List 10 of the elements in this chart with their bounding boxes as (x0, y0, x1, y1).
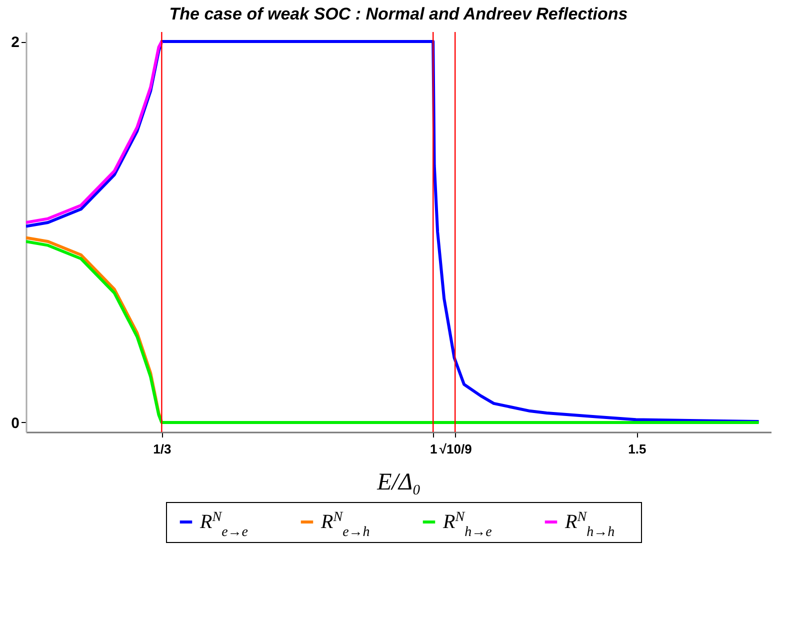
y-tick-label: 0 (11, 414, 20, 432)
y-tick-label: 2 (11, 34, 20, 52)
x-tick-label: 1/3 (153, 442, 172, 456)
x-axis-title: E/Δ₀ (376, 470, 421, 496)
line-series (26, 40, 164, 224)
x-tick-label: 1 (430, 442, 438, 456)
x-tick-label: 1.5 (628, 442, 646, 456)
x-tick-label: √10/9 (439, 442, 472, 456)
line-series (26, 240, 760, 424)
chart-title: The case of weak SOC : Normal and Andreev Reflections (169, 4, 628, 24)
